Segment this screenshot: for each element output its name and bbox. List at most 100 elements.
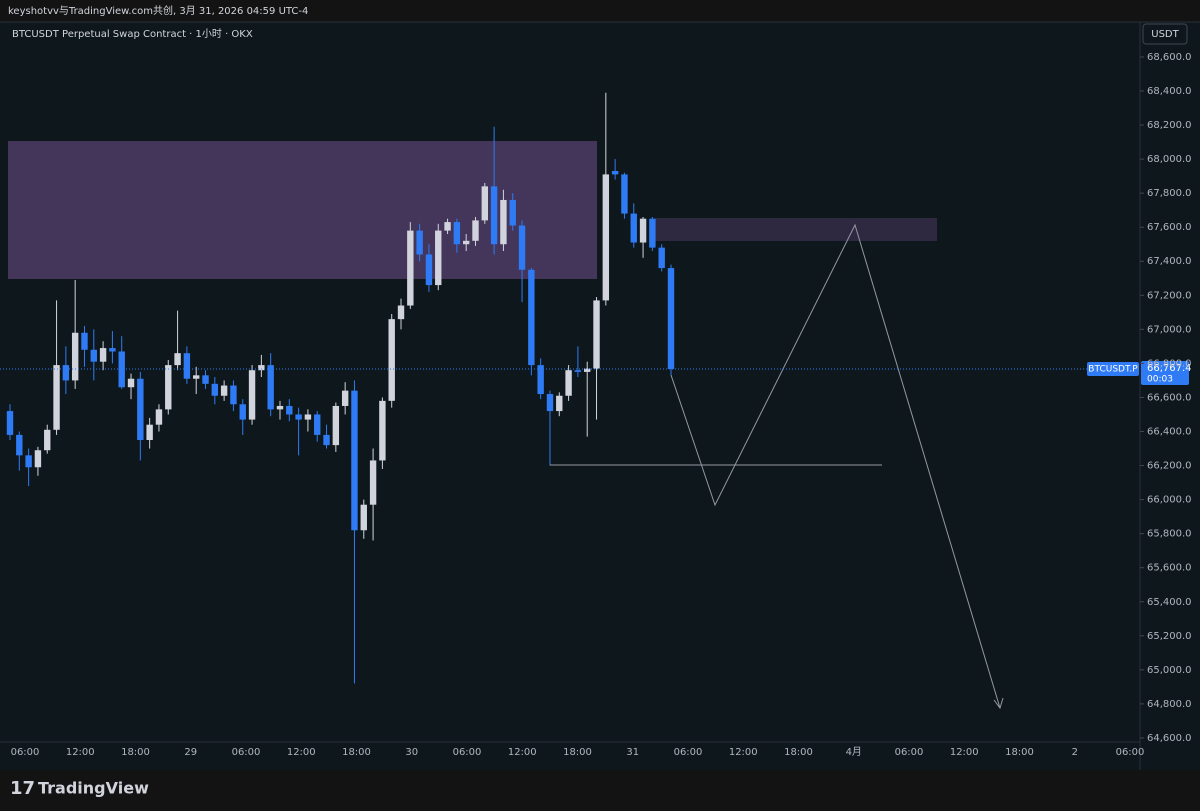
candle-body	[621, 174, 628, 214]
candle-body	[416, 230, 423, 255]
footer-bar	[0, 770, 1200, 811]
candle-body	[611, 171, 619, 175]
x-tick-label: 30	[405, 747, 418, 758]
header-bar	[0, 0, 1200, 22]
countdown: 00:03	[1147, 374, 1173, 384]
candle-body	[267, 365, 274, 410]
y-tick-label: 67,800.0	[1147, 188, 1192, 199]
x-tick-label: 12:00	[729, 747, 758, 758]
candle-body	[369, 460, 377, 505]
candle-body	[276, 405, 284, 410]
candle-body	[53, 365, 60, 430]
price-tag: 66,767.4	[1147, 363, 1192, 374]
y-tick-label: 68,000.0	[1147, 154, 1192, 165]
candle-body	[649, 218, 656, 248]
candle-body	[537, 365, 544, 395]
x-tick-label: 4月	[846, 746, 862, 758]
candle-body	[602, 174, 610, 301]
x-tick-label: 31	[626, 747, 639, 758]
candle-body	[490, 186, 498, 245]
candle-body	[146, 424, 153, 441]
x-tick-label: 06:00	[453, 747, 482, 758]
y-tick-label: 65,800.0	[1147, 529, 1192, 540]
last-price: BTCUSDT.P 66,767.400:03	[0, 360, 1192, 385]
symbol-tag: BTCUSDT.P	[1088, 364, 1138, 374]
y-tick-label: 67,600.0	[1147, 222, 1192, 233]
candle-body	[304, 414, 312, 420]
candle-body	[248, 370, 256, 420]
supply-zone	[8, 141, 597, 279]
candle-body	[351, 390, 358, 531]
candle-body	[509, 199, 516, 226]
y-tick-label: 64,600.0	[1147, 733, 1192, 744]
drawings	[550, 223, 1004, 710]
candle-body	[667, 268, 675, 369]
candle-body	[25, 455, 32, 468]
supply-zone-small	[655, 218, 937, 241]
candle-body	[407, 230, 414, 306]
candle-body	[137, 378, 144, 441]
x-tick-label: 2	[1072, 747, 1078, 758]
y-tick-label: 64,800.0	[1147, 699, 1192, 710]
candle-body	[565, 370, 572, 396]
x-tick-label: 29	[184, 747, 197, 758]
candle-body	[314, 414, 321, 435]
candle-body	[462, 240, 470, 245]
candle-body	[258, 365, 265, 371]
candle-body	[472, 220, 479, 241]
candle-body	[81, 332, 88, 350]
x-tick-label: 18:00	[563, 747, 592, 758]
x-tick-label: 12:00	[66, 747, 95, 758]
candle-body	[388, 319, 395, 401]
candle-body	[99, 348, 107, 362]
candle-body	[574, 370, 582, 372]
candle-body	[556, 395, 563, 412]
candle-body	[155, 409, 163, 425]
currency[interactable]: USDT	[1151, 29, 1179, 40]
y-tick-label: 66,000.0	[1147, 495, 1192, 506]
brand: 17 TradingView	[10, 778, 149, 799]
x-tick-label: 12:00	[508, 747, 537, 758]
candle-body	[220, 385, 228, 396]
y-tick-label: 65,400.0	[1147, 597, 1192, 608]
candle-body	[453, 222, 461, 245]
candle-body	[332, 405, 340, 446]
brand-name: TradingView	[38, 779, 149, 798]
currency-box[interactable]	[1142, 23, 1188, 45]
y-tick-label: 65,200.0	[1147, 631, 1192, 642]
x-tick-label: 12:00	[950, 747, 979, 758]
candle-body	[593, 300, 600, 369]
y-tick-label: 65,600.0	[1147, 563, 1192, 574]
y-tick-label: 67,400.0	[1147, 256, 1192, 267]
y-tick-label: 66,600.0	[1147, 392, 1192, 403]
y-tick-label: 68,200.0	[1147, 120, 1192, 131]
candle-body	[341, 390, 349, 406]
candle-body	[211, 383, 219, 396]
candle-body	[62, 365, 70, 381]
chart-title: BTCUSDT Perpetual Swap Contract · 1小时 · …	[12, 28, 253, 40]
candle-body	[90, 349, 97, 362]
candle-body	[397, 305, 405, 320]
header-text: keyshotvv与TradingView.com共创, 3月 31, 2026…	[8, 4, 308, 17]
x-tick-label: 12:00	[287, 747, 316, 758]
candle-body	[435, 230, 442, 286]
candle-body	[295, 414, 302, 420]
price-tag-bg	[1141, 360, 1189, 385]
candle-body	[323, 434, 330, 446]
y-tick-label: 67,000.0	[1147, 324, 1192, 335]
brand-icon: 17	[10, 778, 35, 799]
candle-body	[6, 411, 14, 435]
candle-body	[118, 351, 125, 388]
symbol-tag-bg	[1087, 361, 1139, 376]
y-tick-label: 66,800.0	[1147, 358, 1192, 369]
candle-body	[109, 348, 116, 352]
y-tick-label: 68,600.0	[1147, 52, 1192, 63]
projection-arrow	[993, 697, 1004, 710]
candle-body	[230, 385, 237, 405]
candle-body	[165, 365, 172, 410]
projection-path	[670, 223, 1001, 709]
candle-body	[239, 404, 246, 420]
candle-body	[16, 434, 23, 456]
